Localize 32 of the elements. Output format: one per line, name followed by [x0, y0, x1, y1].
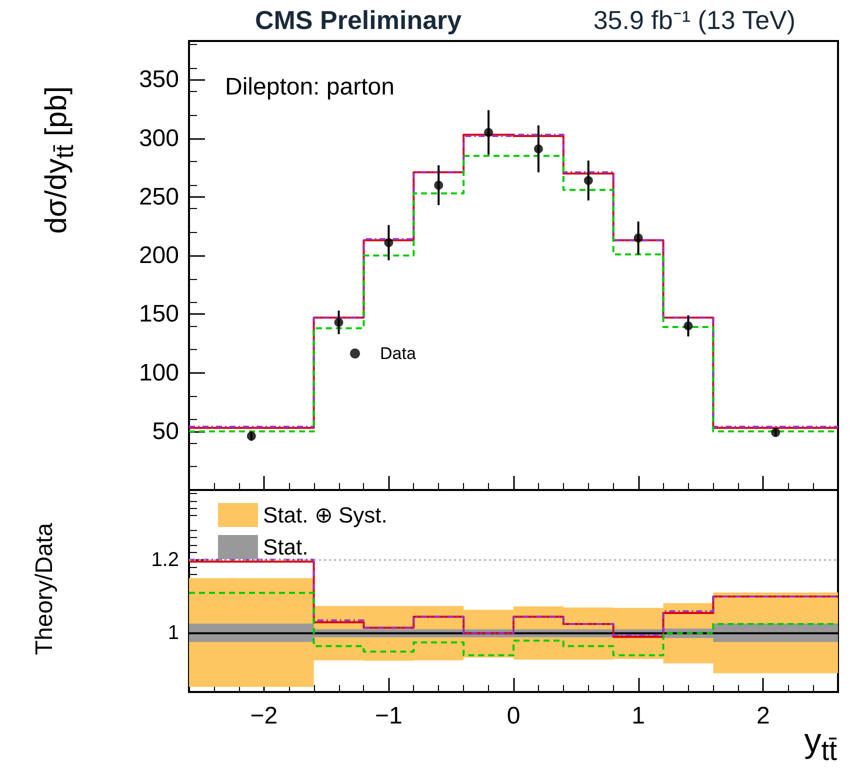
point — [434, 180, 444, 190]
legend-label: Data — [380, 344, 416, 363]
point — [384, 238, 394, 248]
point — [534, 144, 543, 154]
annotation: Dilepton: parton — [225, 74, 394, 100]
y-tick-label: 300 — [138, 124, 179, 152]
point — [334, 318, 344, 327]
chart-subtitle: 35.9 fb⁻¹ (13 TeV) — [593, 5, 796, 35]
y-tick-label: 100 — [138, 359, 179, 386]
y-tick-label: 50 — [152, 418, 179, 445]
chart-title: CMS Preliminary — [255, 5, 462, 35]
y-tick-label: 200 — [138, 242, 179, 270]
x-tick-label: 1 — [632, 702, 645, 730]
x-tick-label: 2 — [756, 702, 770, 730]
point — [634, 233, 643, 242]
y-axis-title: Theory/Data — [31, 522, 59, 658]
y-tick-label: 150 — [138, 300, 179, 328]
legend-label: Stat. — [263, 534, 308, 560]
x-axis-title: y$_{tt̄}$ — [804, 722, 837, 768]
y-tick-label: 250 — [138, 183, 179, 210]
x-tick-label: −1 — [375, 702, 402, 730]
point — [684, 321, 693, 330]
y-tick-label: 350 — [138, 66, 179, 94]
point — [246, 432, 256, 441]
y-tick-label: 1.2 — [151, 548, 179, 571]
y-tick-label: 1 — [168, 622, 179, 644]
x-tick-label: 0 — [506, 702, 520, 730]
legend-label: Stat. ⊕ Syst. — [263, 502, 388, 528]
point — [484, 128, 494, 137]
point — [584, 176, 593, 186]
point — [771, 428, 780, 438]
x-tick-label: −2 — [250, 702, 278, 730]
